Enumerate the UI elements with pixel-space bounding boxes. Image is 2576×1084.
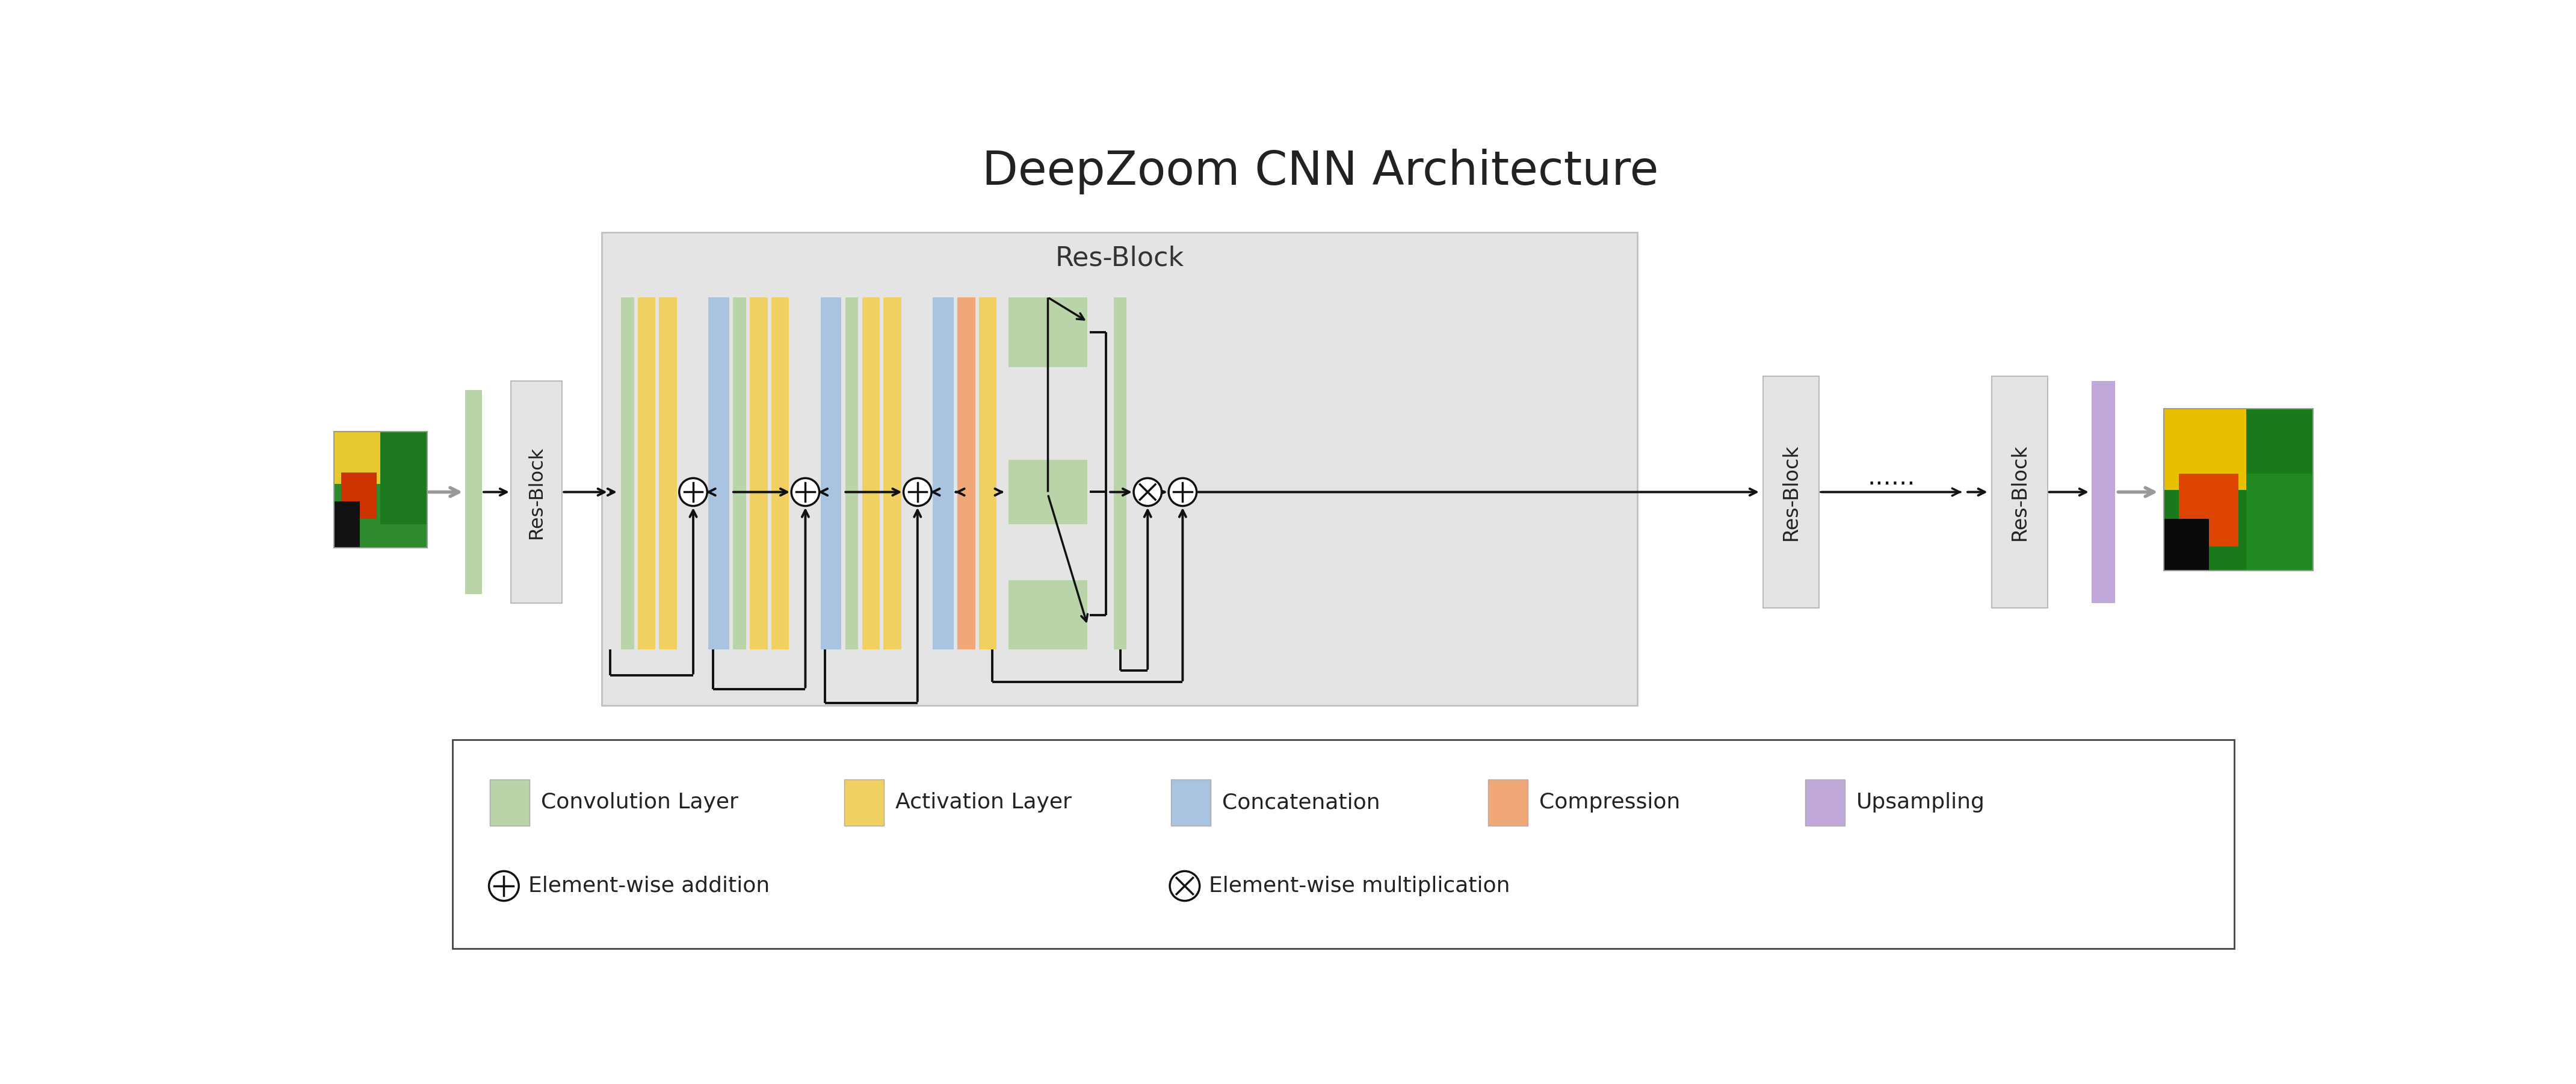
Circle shape bbox=[1133, 478, 1162, 506]
Bar bbox=[639, 297, 654, 649]
Text: Element-wise multiplication: Element-wise multiplication bbox=[1208, 876, 1510, 896]
Bar bbox=[1007, 297, 1087, 366]
Bar bbox=[1170, 779, 1211, 826]
Bar bbox=[2092, 380, 2115, 604]
Text: Res-Block: Res-Block bbox=[528, 446, 546, 539]
Circle shape bbox=[904, 478, 933, 506]
Text: Upsampling: Upsampling bbox=[1857, 792, 1986, 813]
Bar bbox=[1113, 297, 1126, 649]
Text: ......: ...... bbox=[1868, 464, 1914, 490]
Circle shape bbox=[1170, 872, 1200, 901]
Bar bbox=[1007, 460, 1087, 525]
Text: Compression: Compression bbox=[1538, 792, 1680, 813]
Bar bbox=[770, 297, 788, 649]
Bar bbox=[2164, 409, 2313, 571]
Text: DeepZoom CNN Architecture: DeepZoom CNN Architecture bbox=[981, 149, 1659, 195]
Circle shape bbox=[680, 478, 708, 506]
Bar bbox=[845, 779, 884, 826]
Bar bbox=[1762, 376, 1819, 608]
Bar bbox=[822, 297, 842, 649]
Bar bbox=[489, 779, 531, 826]
Bar bbox=[958, 297, 976, 649]
Bar bbox=[979, 297, 997, 649]
Text: Res-Block: Res-Block bbox=[2009, 443, 2030, 541]
Bar bbox=[708, 297, 729, 649]
Bar bbox=[510, 380, 562, 604]
Bar bbox=[1489, 779, 1528, 826]
Circle shape bbox=[791, 478, 819, 506]
Text: Concatenation: Concatenation bbox=[1221, 792, 1381, 813]
Bar bbox=[381, 431, 428, 525]
Text: Res-Block: Res-Block bbox=[1056, 245, 1185, 271]
Bar bbox=[2246, 474, 2313, 571]
Bar bbox=[863, 297, 881, 649]
Bar bbox=[335, 501, 361, 547]
Bar bbox=[1007, 580, 1087, 649]
Bar bbox=[2179, 474, 2239, 546]
Bar bbox=[1991, 376, 2048, 608]
Bar bbox=[335, 431, 381, 483]
Text: Res-Block: Res-Block bbox=[1780, 443, 1801, 541]
Bar bbox=[335, 431, 428, 547]
Bar bbox=[466, 390, 482, 594]
Circle shape bbox=[489, 872, 518, 901]
Bar bbox=[603, 232, 1638, 706]
Bar bbox=[2164, 519, 2208, 571]
Bar bbox=[845, 297, 858, 649]
Bar bbox=[750, 297, 768, 649]
Bar bbox=[335, 431, 428, 547]
Text: Element-wise addition: Element-wise addition bbox=[528, 876, 770, 896]
Text: Activation Layer: Activation Layer bbox=[896, 792, 1072, 813]
Bar bbox=[453, 740, 2233, 948]
Bar bbox=[659, 297, 677, 649]
Circle shape bbox=[1170, 478, 1198, 506]
Bar bbox=[340, 473, 376, 518]
Bar bbox=[884, 297, 902, 649]
Bar bbox=[1806, 779, 1844, 826]
Bar bbox=[2164, 409, 2313, 571]
Bar bbox=[621, 297, 634, 649]
Bar bbox=[734, 297, 747, 649]
Bar bbox=[2164, 409, 2246, 490]
Text: Convolution Layer: Convolution Layer bbox=[541, 792, 739, 813]
Bar bbox=[933, 297, 953, 649]
